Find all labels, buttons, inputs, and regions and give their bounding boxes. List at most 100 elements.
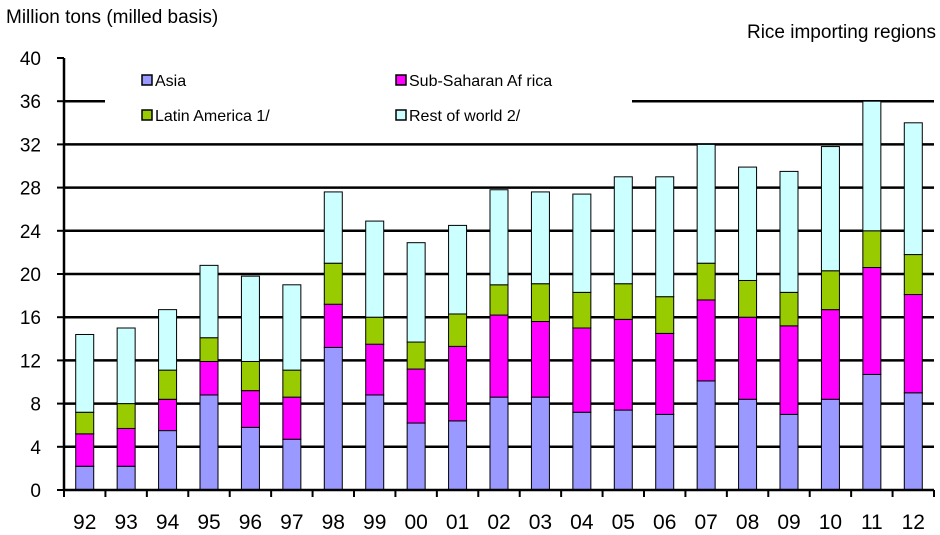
bar-segment (572, 411, 592, 491)
bar-segment (158, 430, 178, 491)
bar-segment (365, 316, 385, 345)
bar-stack-04 (572, 193, 592, 491)
bar-segment (489, 189, 509, 286)
bar-segment (240, 426, 260, 491)
x-tick-label: 95 (197, 511, 220, 534)
bar-segment (820, 398, 840, 491)
x-tick-label: 12 (902, 511, 925, 534)
bar-segment (489, 314, 509, 398)
bar-stack-92 (75, 333, 95, 491)
y-tick-label: 36 (20, 92, 41, 113)
x-tick-label: 08 (736, 511, 759, 534)
x-tick-label: 92 (73, 511, 96, 534)
bar-stack-12 (903, 122, 923, 491)
y-tick-label: 24 (20, 222, 42, 243)
y-tick-label: 20 (20, 265, 41, 286)
bar-segment (406, 341, 426, 370)
legend-label: Sub-Saharan Af rica (409, 73, 552, 90)
y-tick-label: 40 (20, 49, 41, 70)
x-tick-label: 97 (280, 511, 303, 534)
bar-segment (75, 465, 95, 491)
bar-stack-93 (116, 327, 136, 491)
bar-stack-07 (696, 143, 716, 491)
bar-segment (282, 284, 302, 371)
bar-segment (613, 283, 633, 320)
bar-segment (158, 309, 178, 371)
legend-swatch (141, 109, 153, 121)
bar-segment (903, 122, 923, 256)
bar-segment (530, 283, 550, 323)
x-tick-labels: 92 93 94 95 96 97 98 99 00 01 02 03 04 05 06 07 08 09 10 11… (73, 511, 925, 534)
x-tick-label: 09 (777, 511, 800, 534)
bar-stack-97 (282, 284, 302, 491)
bar-segment (738, 316, 758, 400)
bar-segment (282, 396, 302, 440)
bar-segment (820, 309, 840, 400)
x-tick-label: 03 (529, 511, 552, 534)
bar-segment (655, 176, 675, 298)
bar-segment (116, 427, 136, 467)
bar-segment (282, 369, 302, 398)
bar-segment (903, 294, 923, 394)
y-tick-label: 16 (20, 308, 41, 329)
bar-segment (696, 299, 716, 382)
x-tick-label: 99 (363, 511, 386, 534)
bar-segment (448, 224, 468, 315)
bar-segment (862, 373, 882, 491)
bar-stack-02 (489, 189, 509, 491)
bar-segment (613, 318, 633, 411)
bar-segment (240, 275, 260, 362)
bar-segment (240, 390, 260, 428)
bar-segment (323, 346, 343, 491)
bar-stack-98 (323, 191, 343, 491)
bar-segment (738, 279, 758, 318)
x-tick-label: 00 (404, 511, 427, 534)
bar-segment (323, 303, 343, 348)
bar-stack-05 (613, 176, 633, 491)
bar-segment (820, 270, 840, 311)
y-tick-label: 8 (30, 395, 41, 416)
bar-segment (862, 267, 882, 375)
bar-stack-94 (158, 309, 178, 491)
bar-segment (75, 333, 95, 413)
bar-segment (572, 193, 592, 293)
bar-segment (406, 242, 426, 343)
bar-segment (365, 220, 385, 318)
bar-segment (779, 170, 799, 293)
bar-segment (779, 291, 799, 327)
bar-segment (862, 230, 882, 269)
bar-segment (158, 398, 178, 432)
y-tick-label: 12 (20, 351, 41, 372)
bar-segment (365, 394, 385, 491)
bar-segment (448, 345, 468, 422)
bar-segment (199, 337, 219, 362)
bar-segment (75, 411, 95, 435)
bar-stack-11 (862, 100, 882, 491)
bar-stack-99 (365, 220, 385, 491)
bar-segment (282, 438, 302, 491)
bar-segment (779, 325, 799, 415)
legend-label: Asia (155, 73, 186, 90)
bar-segment (365, 343, 385, 396)
x-tick-label: 93 (114, 511, 137, 534)
y-tick-labels: 0 4 8 12 16 20 24 28 32 36 40 (20, 49, 42, 502)
bar-segment (158, 369, 178, 400)
y-tick-label: 32 (20, 135, 41, 156)
bar-segment (655, 296, 675, 334)
bar-segment (323, 262, 343, 305)
bar-segment (738, 398, 758, 491)
bar-segment (199, 264, 219, 339)
bar-segment (323, 191, 343, 264)
bar-segment (655, 413, 675, 491)
x-tick-label: 02 (487, 511, 510, 534)
bar-segment (530, 321, 550, 398)
bar-stacks (75, 100, 923, 491)
bar-stack-01 (448, 224, 468, 491)
bar-segment (530, 191, 550, 285)
bar-segment (613, 409, 633, 491)
bar-segment (738, 166, 758, 281)
bar-stack-09 (779, 170, 799, 491)
bar-stack-96 (240, 275, 260, 491)
bar-segment (696, 262, 716, 301)
